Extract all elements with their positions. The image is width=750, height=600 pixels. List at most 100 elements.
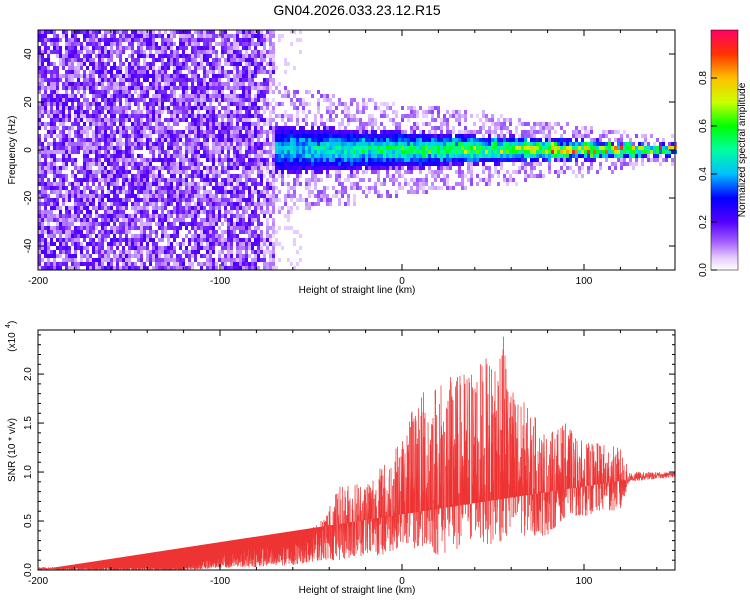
spectrogram-cell [338, 142, 341, 146]
spectrogram-cell [266, 122, 269, 126]
spectrogram-cell [254, 242, 257, 246]
spectrogram-cell [209, 154, 212, 158]
spectrogram-cell [62, 122, 65, 126]
spectrogram-cell [209, 266, 212, 270]
spectrogram-cell [299, 158, 302, 162]
spectrogram-cell [83, 54, 86, 58]
spectrogram-cell [188, 126, 191, 130]
spectrogram-cell [152, 182, 155, 186]
spectrogram-cell [209, 30, 212, 34]
spectrogram-cell [47, 62, 50, 66]
spectrogram-cell [371, 134, 374, 138]
spectrogram-cell [146, 94, 149, 98]
spectrogram-cell [119, 254, 122, 258]
spectrogram-cell [101, 146, 104, 150]
spectrogram-cell [227, 94, 230, 98]
spectrogram-cell [266, 178, 269, 182]
spectrogram-cell [311, 146, 314, 150]
spectrogram-cell [98, 178, 101, 182]
spectrogram-cell [38, 170, 41, 174]
spectrogram-cell [104, 38, 107, 42]
spectrogram-cell [182, 38, 185, 42]
spectrogram-cell [161, 186, 164, 190]
spectrogram-cell [443, 138, 446, 142]
spectrogram-cell [80, 218, 83, 222]
spectrogram-cell [434, 130, 437, 134]
spectrogram-cell [293, 106, 296, 110]
spectrogram-cell [155, 158, 158, 162]
spectrogram-cell [119, 110, 122, 114]
spectrogram-cell [167, 186, 170, 190]
spectrogram-cell [251, 142, 254, 146]
spectrogram-cell [215, 198, 218, 202]
spectrogram-cell [287, 186, 290, 190]
spectrogram-cell [95, 30, 98, 34]
spectrogram-cell [191, 190, 194, 194]
spectrogram-cell [359, 142, 362, 146]
spectrogram-cell [290, 146, 293, 150]
spectrogram-cell [206, 74, 209, 78]
spectrogram-cell [251, 214, 254, 218]
spectrogram-cell [374, 154, 377, 158]
spectrogram-cell [290, 150, 293, 154]
spectrogram-cell [65, 214, 68, 218]
spectrogram-cell [185, 38, 188, 42]
spectrogram-cell [47, 222, 50, 226]
spectrogram-cell [140, 54, 143, 58]
spectrogram-cell [158, 182, 161, 186]
spectrogram-cell [116, 54, 119, 58]
spectrogram-cell [251, 34, 254, 38]
spectrogram-cell [44, 198, 47, 202]
spectrogram-cell [185, 54, 188, 58]
spectrogram-cell [338, 202, 341, 206]
spectrogram-cell [224, 114, 227, 118]
spectrogram-cell [230, 174, 233, 178]
spectrogram-cell [305, 114, 308, 118]
spectrogram-cell [443, 182, 446, 186]
spectrogram-cell [131, 54, 134, 58]
spectrogram-cell [182, 106, 185, 110]
spectrogram-cell [299, 138, 302, 142]
spectrogram-cell [53, 130, 56, 134]
spectrogram-cell [128, 186, 131, 190]
spectrogram-cell [422, 138, 425, 142]
spectrogram-cell [173, 78, 176, 82]
spectrogram-cell [257, 258, 260, 262]
spectrogram-cell [74, 190, 77, 194]
spectrogram-cell [248, 90, 251, 94]
spectrogram-cell [446, 182, 449, 186]
spectrogram-cell [425, 174, 428, 178]
spectrogram-cell [74, 258, 77, 262]
spectrogram-cell [131, 234, 134, 238]
spectrogram-cell [113, 98, 116, 102]
spectrogram-cell [146, 54, 149, 58]
spectrogram-cell [215, 114, 218, 118]
spectrogram-cell [56, 54, 59, 58]
spectrogram-cell [272, 194, 275, 198]
spectrogram-cell [272, 210, 275, 214]
spectrogram-cell [245, 38, 248, 42]
spectrogram-cell [344, 186, 347, 190]
spectrogram-cell [197, 78, 200, 82]
spectrogram-cell [83, 90, 86, 94]
spectrogram-cell [161, 58, 164, 62]
spectrogram-cell [131, 86, 134, 90]
spectrogram-cell [176, 266, 179, 270]
spectrogram-cell [161, 218, 164, 222]
spectrogram-cell [167, 262, 170, 266]
spectrogram-cell [224, 86, 227, 90]
spectrogram-cell [275, 266, 278, 270]
spectrogram-cell [449, 154, 452, 158]
spectrogram-cell [164, 118, 167, 122]
spectrogram-cell [158, 94, 161, 98]
spectrogram-cell [185, 254, 188, 258]
spectrogram-cell [38, 194, 41, 198]
spectrogram-cell [119, 126, 122, 130]
spectrogram-cell [65, 30, 68, 34]
spectrogram-cell [191, 142, 194, 146]
spectrogram-cell [83, 190, 86, 194]
spectrogram-cell [206, 234, 209, 238]
spectrogram-cell [119, 98, 122, 102]
spectrogram-cell [431, 130, 434, 134]
spectrogram-cell [371, 166, 374, 170]
